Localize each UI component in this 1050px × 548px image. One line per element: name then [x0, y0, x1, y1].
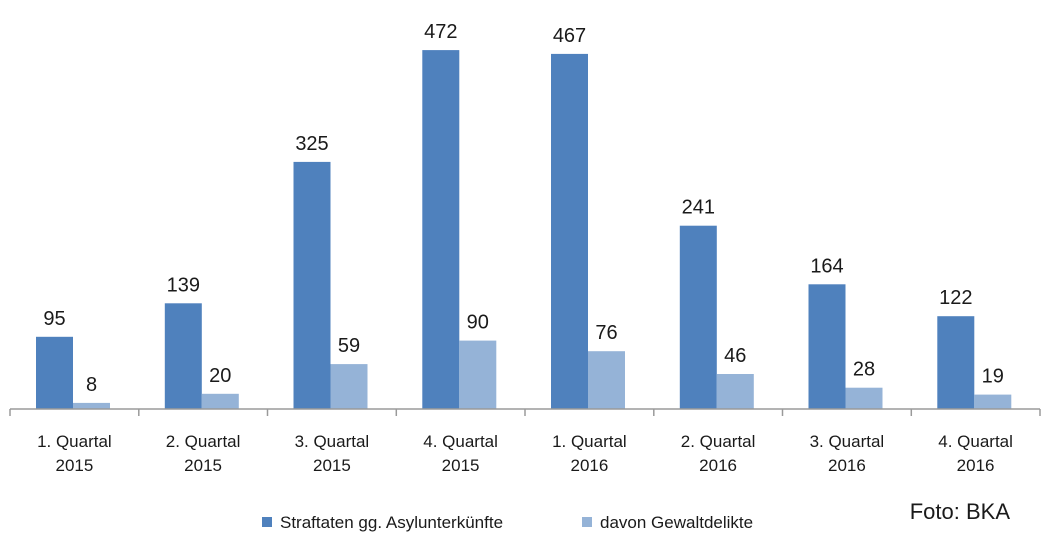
x-tick-label-5: 1. Quartal 2016 [552, 432, 627, 475]
data-label-series-2-2: 20 [209, 365, 231, 387]
data-label-series-1-1: 95 [43, 308, 65, 330]
bar-series-1-7 [808, 284, 846, 409]
data-label-series-1-3: 325 [295, 133, 328, 155]
data-label-series-2-6: 46 [724, 345, 746, 367]
x-tick-label-2: 2. Quartal 2015 [166, 432, 241, 475]
legend-swatch-1 [262, 517, 272, 527]
bar-series-2-4 [459, 340, 497, 409]
x-tick-label-8: 4. Quartal 2016 [938, 432, 1013, 475]
legend-swatch-2 [582, 517, 592, 527]
bar-series-1-1 [36, 336, 73, 409]
data-label-series-1-2: 139 [167, 274, 200, 296]
x-tick-label-3: 3. Quartal 2015 [295, 432, 370, 475]
bar-series-2-6 [716, 374, 754, 409]
data-label-series-2-8: 19 [982, 366, 1004, 388]
x-tick-label-7: 3. Quartal 2016 [810, 432, 885, 475]
data-label-series-2-7: 28 [853, 359, 875, 381]
bar-series-1-6 [679, 225, 717, 409]
data-labels-layer: 95 139 325 472 467 241 164 122 8 20 59 90 76 46 28 19 [43, 21, 1004, 396]
bar-series-1-4 [422, 50, 460, 409]
legend-label-1: Straftaten gg. Asylunterkünfte [280, 513, 503, 532]
bar-series-2-7 [845, 387, 883, 409]
data-label-series-2-1: 8 [86, 374, 97, 396]
data-label-series-1-8: 122 [939, 287, 972, 309]
data-label-series-1-6: 241 [682, 197, 715, 219]
bar-series-2-1 [73, 402, 110, 409]
legend: Straftaten gg. Asylunterkünfte davon Gewa… [262, 513, 753, 532]
x-tick-label-4: 4. Quartal 2015 [423, 432, 498, 475]
bar-series-2-2 [201, 393, 239, 409]
bar-series-1-2 [164, 303, 202, 409]
bar-series-1-5 [551, 53, 588, 410]
data-label-series-1-7: 164 [810, 255, 843, 277]
data-label-series-2-4: 90 [467, 312, 489, 334]
x-tick-label-1: 1. Quartal 2015 [37, 432, 112, 475]
bar-series-2-3 [330, 364, 368, 409]
legend-label-2: davon Gewaltdelikte [600, 513, 753, 532]
bar-series-2-5 [588, 351, 625, 409]
bar-series-1-3 [293, 161, 331, 409]
bar-series-1-8 [937, 316, 975, 409]
photo-credit: Foto: BKA [910, 499, 1011, 524]
data-label-series-1-4: 472 [424, 21, 457, 43]
data-label-series-2-3: 59 [338, 335, 360, 357]
data-label-series-2-5: 76 [595, 322, 617, 344]
bar-series-2-8 [974, 394, 1012, 409]
x-axis-ticks [9, 409, 1041, 416]
data-label-series-1-5: 467 [553, 25, 586, 47]
x-tick-label-6: 2. Quartal 2016 [681, 432, 756, 475]
x-axis-tick-labels: 1. Quartal 2015 2. Quartal 2015 3. Quartal 20… [37, 432, 1013, 475]
bars-layer [36, 50, 1012, 410]
